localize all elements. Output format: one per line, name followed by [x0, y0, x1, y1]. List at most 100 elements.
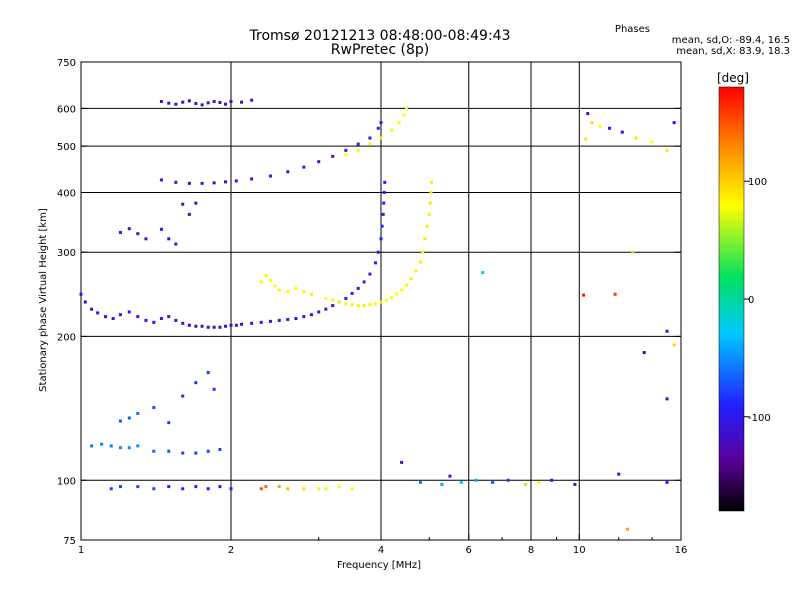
data-point — [302, 290, 306, 294]
data-point — [234, 323, 238, 327]
x-axis-label: Frequency [MHz] — [337, 560, 421, 571]
data-point — [127, 416, 131, 420]
data-point — [309, 313, 313, 317]
data-point — [194, 485, 198, 489]
data-point — [224, 102, 228, 106]
data-point — [264, 274, 268, 278]
data-point — [590, 121, 594, 125]
data-point — [344, 297, 348, 301]
data-point — [194, 451, 198, 455]
x-tick-label: 16 — [675, 545, 688, 556]
data-point — [259, 487, 263, 491]
data-point — [376, 126, 380, 130]
chart-title: Tromsø 20121213 08:48:00-08:49:43 — [249, 28, 511, 44]
data-point — [181, 394, 185, 398]
data-point — [379, 121, 383, 125]
data-point — [224, 180, 228, 184]
data-point — [374, 302, 378, 306]
data-point — [200, 324, 204, 328]
data-point — [356, 286, 360, 290]
data-point — [620, 130, 624, 134]
y-tick-label: 500 — [57, 142, 76, 153]
scatter-points — [79, 98, 676, 531]
data-point — [331, 298, 335, 302]
data-point — [302, 315, 306, 319]
data-point — [350, 291, 354, 295]
data-point — [96, 311, 100, 315]
data-point — [240, 322, 244, 326]
data-point — [277, 485, 281, 489]
data-point — [650, 140, 654, 144]
data-point — [440, 482, 444, 486]
data-point — [273, 284, 277, 288]
data-point — [277, 318, 281, 322]
data-point — [524, 482, 528, 486]
data-point — [187, 181, 191, 185]
data-point — [425, 224, 429, 228]
data-point — [400, 460, 404, 464]
data-point — [174, 318, 178, 322]
data-point — [448, 474, 452, 478]
data-point — [250, 321, 254, 325]
data-point — [390, 296, 394, 300]
data-point — [429, 190, 433, 194]
data-point — [200, 181, 204, 185]
data-point — [626, 527, 630, 531]
data-point — [286, 290, 290, 294]
y-axis-label: Stationary phase Virtual Height [km] — [38, 208, 49, 392]
y-tick-label: 200 — [57, 332, 76, 343]
data-point — [324, 297, 328, 301]
data-point — [83, 300, 87, 304]
data-point — [302, 487, 306, 491]
data-point — [421, 250, 425, 254]
data-point — [376, 250, 380, 254]
colorbar-tick-label: 0 — [748, 295, 754, 306]
data-point — [174, 102, 178, 106]
data-point — [286, 317, 290, 321]
data-point — [218, 101, 222, 105]
data-point — [356, 148, 360, 152]
data-point — [152, 487, 156, 491]
y-tick-label: 75 — [63, 536, 76, 547]
data-point — [356, 304, 360, 308]
data-point — [144, 318, 148, 322]
chart-subtitle: RwPretec (8p) — [330, 42, 430, 58]
colorbar-label: [deg] — [717, 71, 749, 85]
data-point — [277, 288, 281, 292]
data-point — [418, 480, 422, 484]
data-point — [665, 480, 669, 484]
data-point — [459, 480, 463, 484]
data-point — [144, 237, 148, 241]
data-point — [374, 261, 378, 265]
data-point — [127, 310, 131, 314]
data-point — [109, 444, 113, 448]
data-point — [136, 411, 140, 415]
data-point — [429, 180, 433, 184]
data-point — [234, 179, 238, 183]
data-point — [390, 128, 394, 132]
data-point — [350, 303, 354, 307]
data-point — [159, 227, 163, 231]
data-point — [259, 280, 263, 284]
data-point — [672, 121, 676, 125]
data-point — [665, 397, 669, 401]
data-point — [382, 190, 386, 194]
data-point — [118, 485, 122, 489]
data-point — [111, 316, 115, 320]
data-point — [206, 449, 210, 453]
data-point — [665, 148, 669, 152]
data-point — [368, 142, 372, 146]
data-point — [194, 102, 198, 106]
data-point — [268, 174, 272, 178]
data-point — [400, 288, 404, 292]
data-point — [152, 405, 156, 409]
data-point — [337, 485, 341, 489]
data-point — [167, 315, 171, 319]
data-point — [337, 300, 341, 304]
y-tick-label: 300 — [57, 248, 76, 259]
data-point — [331, 154, 335, 158]
data-point — [404, 283, 408, 287]
data-point — [167, 449, 171, 453]
data-point — [174, 180, 178, 184]
